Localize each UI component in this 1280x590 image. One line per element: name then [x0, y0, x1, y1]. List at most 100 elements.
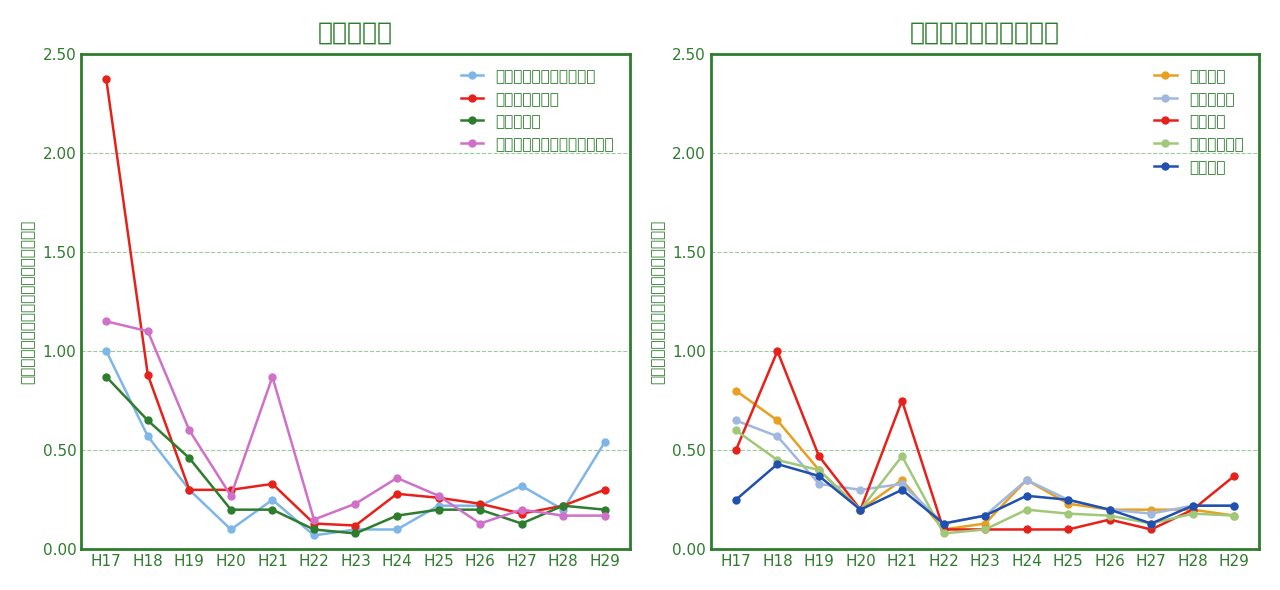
廃棄物処分場等 [265, 480, 280, 487]
高速道路および幹線道路沿線 [556, 512, 571, 519]
蛇紋岩地域 [596, 506, 612, 513]
廃棄物処分場等 [99, 76, 114, 83]
離島地域 [978, 512, 993, 519]
離島地域 [769, 461, 785, 468]
離島地域 [895, 486, 910, 493]
旧石綿製品製造事業場等 [556, 506, 571, 513]
商工業地域 [1060, 496, 1075, 503]
住宅地域 [936, 526, 951, 533]
商工業地域 [1143, 510, 1158, 517]
蛇紋岩地域 [306, 526, 321, 533]
内陸山間地域 [769, 457, 785, 464]
旧石綿製品製造事業場等 [306, 532, 321, 539]
廃棄物処分場等 [140, 371, 155, 378]
商工業地域 [728, 417, 744, 424]
Title: バックグラウンド地域: バックグラウンド地域 [910, 21, 1060, 45]
離島地域 [1060, 496, 1075, 503]
蛇紋岩地域 [265, 506, 280, 513]
旧石綿製品製造事業場等 [265, 496, 280, 503]
Line: 内陸山間地域: 内陸山間地域 [732, 427, 1238, 537]
離島地域 [1102, 506, 1117, 513]
内陸山間地域 [1143, 520, 1158, 527]
廃棄物処分場等 [596, 486, 612, 493]
高速道路および幹線道路沿線 [223, 492, 238, 499]
内陸山間地域 [1102, 512, 1117, 519]
高速道路および幹線道路沿線 [182, 427, 197, 434]
農業地域 [1019, 526, 1034, 533]
蛇紋岩地域 [182, 454, 197, 461]
廃棄物処分場等 [556, 502, 571, 509]
旧石綿製品製造事業場等 [140, 433, 155, 440]
離島地域 [1143, 520, 1158, 527]
商工業地域 [1102, 506, 1117, 513]
Legend: 旧石綿製品製造事業場等, 廃棄物処分場等, 蛇紋岩地域, 高速道路および幹線道路沿線: 旧石綿製品製造事業場等, 廃棄物処分場等, 蛇紋岩地域, 高速道路および幹線道路… [453, 61, 622, 160]
離島地域 [812, 473, 827, 480]
蛇紋岩地域 [389, 512, 404, 519]
離島地域 [1185, 502, 1201, 509]
農業地域 [728, 447, 744, 454]
離島地域 [936, 520, 951, 527]
住宅地域 [1102, 506, 1117, 513]
農業地域 [1143, 526, 1158, 533]
廃棄物処分場等 [306, 520, 321, 527]
離島地域 [852, 506, 868, 513]
廃棄物処分場等 [348, 522, 364, 529]
住宅地域 [1019, 476, 1034, 483]
Y-axis label: 総繊維数濃度（本／Ｌ）（幾何平均値）: 総繊維数濃度（本／Ｌ）（幾何平均値） [650, 219, 666, 384]
農業地域 [1185, 506, 1201, 513]
内陸山間地域 [1019, 506, 1034, 513]
旧石綿製品製造事業場等 [515, 483, 530, 490]
内陸山間地域 [936, 530, 951, 537]
離島地域 [1019, 492, 1034, 499]
Y-axis label: 総繊維数濃度（本／Ｌ）（幾何平均値）: 総繊維数濃度（本／Ｌ）（幾何平均値） [20, 219, 36, 384]
内陸山間地域 [812, 467, 827, 474]
蛇紋岩地域 [556, 502, 571, 509]
旧石綿製品製造事業場等 [389, 526, 404, 533]
農業地域 [1226, 473, 1242, 480]
住宅地域 [769, 417, 785, 424]
旧石綿製品製造事業場等 [182, 486, 197, 493]
内陸山間地域 [1060, 510, 1075, 517]
廃棄物処分場等 [515, 510, 530, 517]
商工業地域 [1226, 502, 1242, 509]
住宅地域 [895, 476, 910, 483]
農業地域 [769, 348, 785, 355]
商工業地域 [812, 480, 827, 487]
高速道路および幹線道路沿線 [472, 520, 488, 527]
内陸山間地域 [978, 526, 993, 533]
旧石綿製品製造事業場等 [348, 526, 364, 533]
商工業地域 [852, 486, 868, 493]
旧石綿製品製造事業場等 [596, 439, 612, 446]
農業地域 [895, 397, 910, 404]
高速道路および幹線道路沿線 [265, 373, 280, 381]
住宅地域 [1060, 500, 1075, 507]
高速道路および幹線道路沿線 [99, 318, 114, 325]
Line: 離島地域: 離島地域 [732, 461, 1238, 527]
内陸山間地域 [1185, 510, 1201, 517]
廃棄物処分場等 [389, 490, 404, 497]
廃棄物処分場等 [223, 486, 238, 493]
農業地域 [978, 526, 993, 533]
高速道路および幹線道路沿線 [431, 492, 447, 499]
蛇紋岩地域 [348, 530, 364, 537]
農業地域 [936, 526, 951, 533]
農業地域 [1060, 526, 1075, 533]
住宅地域 [1143, 506, 1158, 513]
商工業地域 [769, 433, 785, 440]
高速道路および幹線道路沿線 [348, 500, 364, 507]
住宅地域 [978, 520, 993, 527]
蛇紋岩地域 [472, 506, 488, 513]
高速道路および幹線道路沿線 [596, 512, 612, 519]
離島地域 [1226, 502, 1242, 509]
高速道路および幹線道路沿線 [306, 516, 321, 523]
旧石綿製品製造事業場等 [223, 526, 238, 533]
Line: 蛇紋岩地域: 蛇紋岩地域 [102, 373, 608, 537]
農業地域 [852, 506, 868, 513]
住宅地域 [852, 506, 868, 513]
Line: 住宅地域: 住宅地域 [732, 387, 1238, 533]
内陸山間地域 [852, 506, 868, 513]
Line: 商工業地域: 商工業地域 [732, 417, 1238, 527]
蛇紋岩地域 [99, 373, 114, 381]
商工業地域 [936, 520, 951, 527]
Title: 発生源周辺: 発生源周辺 [317, 21, 393, 45]
